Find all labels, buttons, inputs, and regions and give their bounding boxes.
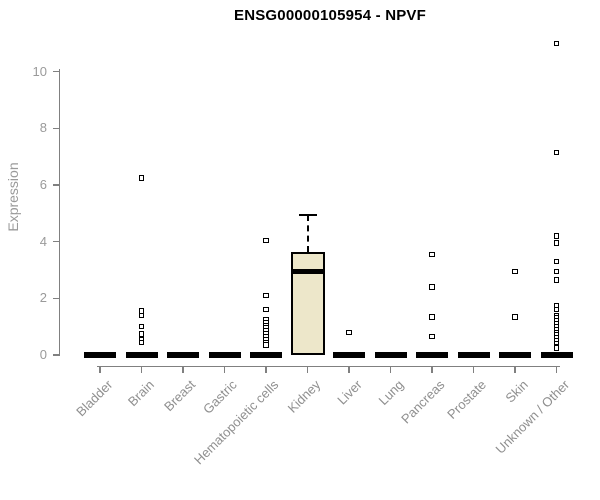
y-tick — [53, 240, 59, 243]
outlier-point — [512, 268, 518, 275]
x-tick-label: Bladder — [73, 377, 116, 420]
y-axis-label: Expression — [5, 162, 21, 232]
outlier-point — [553, 240, 560, 246]
outlier-point — [512, 314, 518, 320]
y-tick-label: 2 — [39, 290, 47, 306]
box-whisker — [306, 214, 309, 252]
x-tick-label: Breast — [161, 377, 199, 415]
outlier-point — [263, 292, 269, 299]
x-tick — [431, 366, 433, 373]
outlier-point — [553, 306, 560, 313]
x-tick-label: Liver — [334, 377, 365, 408]
collapsed-box — [208, 352, 241, 358]
box-whisker-cap — [298, 213, 317, 216]
outlier-point — [138, 331, 145, 337]
outlier-point — [553, 40, 560, 47]
chart-title: ENSG00000105954 - NPVF — [233, 7, 426, 24]
collapsed-box — [333, 352, 365, 358]
collapsed-box — [374, 352, 407, 358]
outlier-point — [429, 251, 435, 258]
y-tick — [53, 354, 59, 356]
outlier-point — [429, 333, 435, 340]
outlier-point — [263, 237, 269, 243]
x-axis-line — [97, 366, 560, 368]
outlier-point — [346, 329, 352, 336]
box-median — [290, 268, 325, 274]
y-tick — [53, 297, 59, 300]
y-tick-label: 0 — [39, 347, 47, 362]
outlier-point — [553, 277, 560, 283]
x-tick-label: Prostate — [444, 377, 490, 422]
x-tick-label: Unknown / Other — [492, 377, 573, 457]
collapsed-box — [457, 352, 490, 358]
x-tick — [99, 366, 101, 373]
collapsed-box — [167, 352, 199, 358]
outlier-point — [429, 284, 435, 290]
y-tick — [53, 70, 59, 73]
outlier-point — [553, 258, 560, 265]
x-tick-label: Brain — [125, 377, 158, 410]
collapsed-box — [84, 352, 116, 358]
x-tick-label: Gastric — [200, 377, 241, 417]
collapsed-box — [540, 352, 573, 358]
x-tick — [182, 366, 184, 373]
outlier-point — [553, 345, 560, 351]
x-tick-label: Skin — [502, 377, 531, 406]
x-tick — [514, 366, 516, 373]
outlier-point — [138, 339, 145, 345]
x-tick — [265, 366, 267, 373]
outlier-point — [138, 175, 145, 181]
y-tick-label: 8 — [39, 120, 47, 136]
outlier-point — [553, 268, 560, 275]
y-tick-label: 4 — [39, 233, 47, 249]
outlier-point — [263, 342, 269, 348]
x-tick — [223, 366, 226, 373]
x-tick — [555, 366, 558, 373]
outlier-point — [429, 314, 435, 320]
y-tick — [53, 184, 59, 186]
outlier-point — [138, 312, 145, 319]
x-tick-label: Lung — [375, 377, 407, 409]
y-tick-label: 10 — [32, 63, 47, 79]
outlier-point — [553, 233, 560, 239]
x-tick — [306, 366, 309, 373]
collapsed-box — [250, 352, 282, 358]
outlier-point — [553, 149, 560, 156]
outlier-point — [138, 323, 145, 330]
collapsed-box — [416, 352, 448, 358]
x-tick — [472, 366, 475, 373]
x-tick — [140, 366, 143, 373]
x-tick-label: Pancreas — [398, 377, 448, 427]
y-tick-label: 6 — [39, 177, 47, 192]
y-tick — [53, 127, 59, 130]
outlier-point — [263, 306, 269, 313]
x-tick — [389, 366, 392, 373]
x-tick-label: Kidney — [284, 377, 324, 416]
collapsed-box — [125, 352, 158, 358]
collapsed-box — [499, 352, 531, 358]
x-tick — [348, 366, 350, 373]
box-rect — [290, 251, 325, 355]
y-axis-line — [59, 69, 61, 356]
